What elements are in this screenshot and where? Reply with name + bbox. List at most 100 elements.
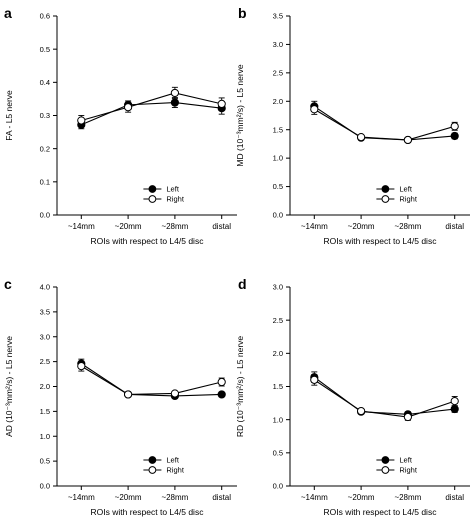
data-point-right [403, 412, 412, 422]
x-tick-label: ~14mm [301, 493, 328, 502]
y-tick-label: 0.5 [40, 45, 50, 54]
y-tick-label: 0.0 [273, 482, 283, 491]
y-tick-label: 3.0 [273, 283, 283, 292]
data-point-left [217, 390, 226, 399]
data-point-right [310, 105, 319, 114]
data-point-right [77, 362, 86, 371]
x-axis-title: ROIs with respect to L4/5 disc [91, 507, 205, 517]
x-tick-label: ~28mm [161, 222, 188, 231]
y-tick-label: 2.0 [40, 382, 50, 391]
data-point-right [217, 99, 226, 108]
y-tick-label: 2.5 [40, 357, 50, 366]
legend-marker-left [148, 185, 157, 193]
data-point-right [310, 375, 319, 384]
x-tick-label: ~20mm [115, 493, 142, 502]
y-tick-label: 0.0 [40, 211, 50, 220]
y-tick-label: 2.5 [273, 316, 283, 325]
x-axis-title: ROIs with respect to L4/5 disc [91, 236, 205, 246]
y-tick-label: 0.2 [40, 144, 50, 153]
y-tick-label: 0.1 [40, 177, 50, 186]
y-tick-label: 2.0 [273, 97, 283, 106]
legend-label-right: Right [166, 466, 184, 475]
y-tick-label: 0.0 [40, 482, 50, 491]
data-point-right [170, 88, 179, 98]
series-line-right [81, 92, 222, 122]
y-tick-label: 1.0 [273, 154, 283, 163]
x-tick-label: ~14mm [68, 222, 95, 231]
panel-letter-d: d [238, 276, 247, 292]
y-tick-label: 0.5 [273, 448, 283, 457]
series-line-left [80, 363, 222, 397]
legend-label-left: Left [399, 456, 412, 465]
legend-marker-right [381, 195, 390, 203]
y-tick-label: 3.0 [273, 40, 283, 49]
panel-letter-a: a [4, 5, 12, 21]
data-point-left [450, 131, 459, 141]
x-tick-label: ~20mm [115, 222, 142, 231]
y-tick-label: 1.5 [273, 382, 283, 391]
x-tick-label: ~14mm [68, 493, 95, 502]
legend-marker-right [148, 195, 157, 203]
series-line-left [81, 102, 222, 126]
series-line-left [313, 105, 455, 141]
series-line-right [81, 365, 222, 396]
x-tick-label: ~14mm [301, 222, 328, 231]
series-line-left [313, 376, 455, 415]
x-tick-label: ~28mm [161, 493, 188, 502]
legend-label-right: Right [399, 195, 417, 204]
series-line-right [313, 379, 455, 418]
data-point-right [450, 122, 459, 131]
panel-letter-b: b [238, 5, 247, 21]
x-tick-label: ~28mm [394, 493, 421, 502]
data-point-left [450, 404, 459, 414]
y-tick-label: 1.5 [40, 407, 50, 416]
y-axis-title: FA - L5 nerve [4, 90, 14, 141]
y-tick-label: 4.0 [40, 283, 50, 292]
y-tick-label: 1.5 [273, 125, 283, 134]
data-point-right [357, 406, 366, 416]
legend-marker-right [381, 466, 390, 474]
y-tick-label: 3.5 [273, 12, 283, 21]
y-axis-title: AD (10⁻³mm²/s) - L5 nerve [4, 336, 14, 437]
x-tick-label: distal [212, 493, 231, 502]
x-tick-label: distal [445, 222, 464, 231]
legend-marker-left [381, 456, 390, 464]
y-tick-label: 0.5 [273, 182, 283, 191]
legend-marker-left [381, 185, 390, 193]
data-point-right [170, 389, 179, 398]
y-tick-label: 0.5 [40, 457, 50, 466]
data-point-right [124, 103, 133, 112]
series-line-right [314, 108, 455, 141]
data-point-right [217, 377, 226, 387]
y-tick-label: 0.4 [40, 78, 50, 87]
y-tick-label: 2.0 [273, 349, 283, 358]
x-axis-title: ROIs with respect to L4/5 disc [324, 236, 438, 246]
data-point-right [77, 116, 86, 125]
y-tick-label: 3.5 [40, 307, 50, 316]
y-tick-label: 2.5 [273, 68, 283, 77]
legend-marker-right [148, 466, 157, 474]
data-point-right [357, 133, 366, 142]
legend-label-left: Left [166, 456, 179, 465]
legend-label-right: Right [166, 195, 184, 204]
data-point-left [170, 98, 179, 107]
y-tick-label: 0.0 [273, 211, 283, 220]
data-point-right [450, 396, 459, 406]
legend-marker-left [148, 456, 157, 464]
panel-letter-c: c [4, 276, 12, 292]
y-tick-label: 1.0 [273, 415, 283, 424]
x-tick-label: distal [445, 493, 464, 502]
x-axis-title: ROIs with respect to L4/5 disc [324, 507, 438, 517]
data-point-right [124, 390, 133, 399]
y-tick-label: 0.3 [40, 111, 50, 120]
x-tick-label: ~20mm [348, 222, 375, 231]
y-tick-label: 0.6 [40, 12, 50, 21]
x-tick-label: distal [212, 222, 231, 231]
y-tick-label: 1.0 [40, 432, 50, 441]
y-axis-title: MD (10⁻³mm²/s) - L5 nerve [235, 64, 245, 167]
legend-label-left: Left [166, 185, 179, 194]
y-tick-label: 3.0 [40, 332, 50, 341]
y-axis-title: RD (10⁻³mm²/s) - L5 nerve [235, 336, 245, 438]
x-tick-label: ~28mm [394, 222, 421, 231]
